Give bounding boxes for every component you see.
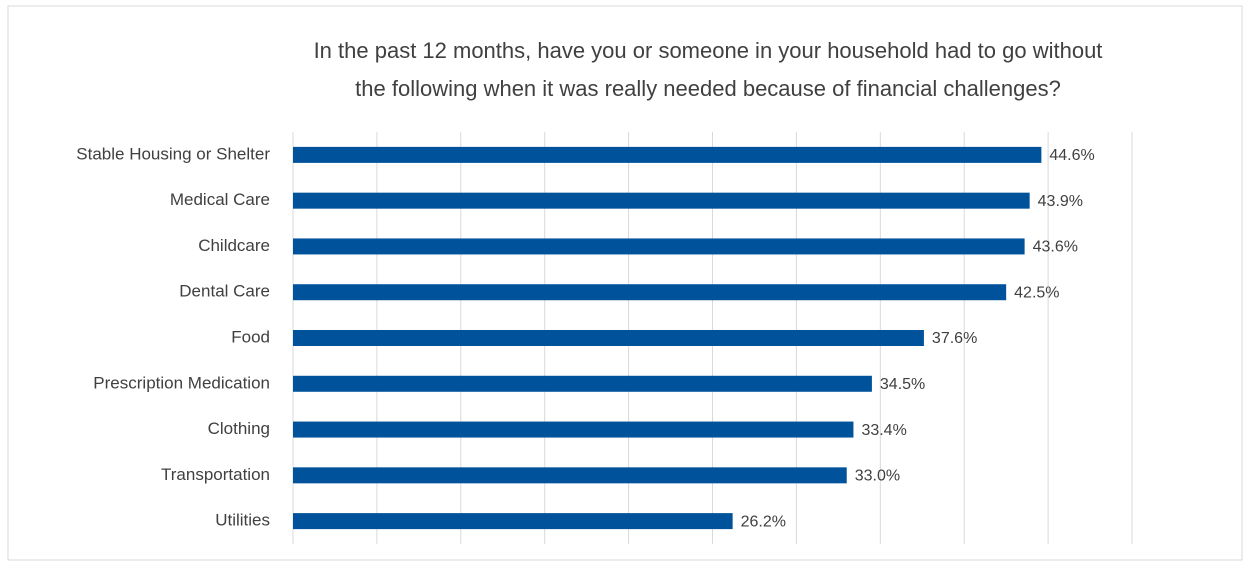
value-label: 44.6% [1049, 147, 1094, 164]
value-label: 42.5% [1014, 284, 1059, 301]
y-tick-label: Food [231, 327, 270, 346]
y-tick-label: Dental Care [179, 282, 270, 301]
y-tick-label: Stable Housing or Shelter [76, 144, 270, 163]
value-label: 26.2% [741, 513, 786, 530]
bar [293, 513, 733, 530]
bar [293, 467, 847, 484]
bar [293, 238, 1025, 255]
value-label: 33.0% [855, 468, 900, 485]
y-tick-label: Utilities [215, 511, 270, 530]
bar [293, 421, 854, 438]
y-tick-label: Prescription Medication [93, 373, 270, 392]
bar [293, 375, 872, 392]
bar [293, 330, 924, 346]
chart-title: In the past 12 months, have you or someo… [314, 38, 1103, 63]
bar [293, 192, 1030, 209]
value-label: 43.9% [1038, 193, 1083, 210]
bar [293, 146, 1042, 163]
value-label: 43.6% [1033, 239, 1078, 256]
bar [293, 284, 1007, 301]
chart-title: the following when it was really needed … [355, 76, 1061, 101]
y-tick-label: Transportation [161, 465, 270, 484]
y-tick-label: Clothing [208, 419, 270, 438]
y-tick-label: Medical Care [170, 190, 270, 209]
value-label: 33.4% [861, 422, 906, 439]
value-label: 37.6% [932, 330, 977, 347]
y-tick-label: Childcare [198, 236, 270, 255]
value-label: 34.5% [880, 376, 925, 393]
